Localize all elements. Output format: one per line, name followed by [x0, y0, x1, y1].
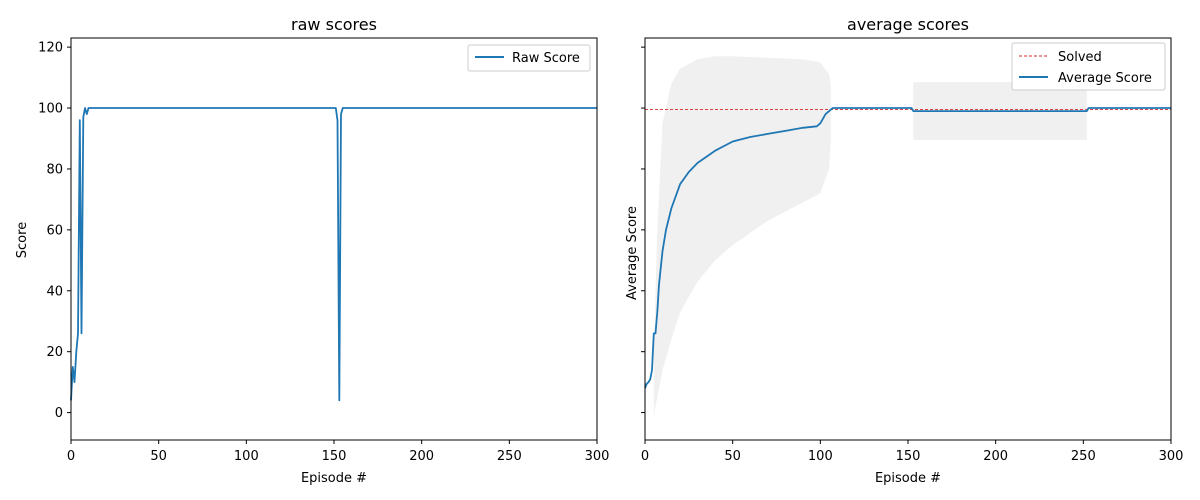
average-scores-xtick-label: 150: [896, 449, 921, 464]
raw-scores-ytick-label: 20: [46, 345, 63, 360]
raw-score-legend-label: Raw Score: [512, 51, 580, 66]
raw-scores-xlabel: Episode #: [301, 471, 367, 486]
average-scores-xtick-label: 100: [808, 449, 833, 464]
average-scores-plot-area: 0 50 100 150 200 250 300: [641, 37, 1184, 464]
raw-scores-ylabel: Score: [15, 222, 30, 258]
average-scores-xtick-label: 300: [1159, 449, 1184, 464]
raw-scores-legend: Raw Score: [467, 44, 591, 72]
raw-scores-ytick-label: 120: [38, 41, 63, 56]
raw-scores-xtick-label: 200: [409, 449, 434, 464]
raw-scores-xtick-label: 50: [150, 449, 167, 464]
raw-scores-axes-frame: [70, 37, 598, 441]
raw-scores-plot-area: 0 50 100 150 200 250 300 0 20 40 60 80 100 120: [38, 37, 610, 464]
average-score-legend-label: Average Score: [1058, 71, 1152, 86]
raw-scores-xtick-label: 0: [67, 449, 75, 464]
average-scores-chart: average scores 0 50 100 150 200 250 300 Episod…: [625, 15, 1183, 486]
raw-scores-xtick-label: 150: [322, 449, 347, 464]
raw-scores-chart: raw scores 0 50 100 150 200 250 300 0 20 40 60 80 10…: [15, 15, 609, 486]
average-scores-ylabel: Average Score: [625, 206, 640, 300]
raw-scores-ytick-label: 80: [46, 162, 63, 177]
raw-scores-xtick-label: 300: [585, 449, 610, 464]
average-scores-xtick-label: 50: [724, 449, 741, 464]
average-scores-xtick-label: 200: [983, 449, 1008, 464]
raw-scores-ytick-label: 40: [46, 284, 63, 299]
raw-scores-ytick-label: 60: [46, 223, 63, 238]
raw-scores-ytick-label: 100: [38, 102, 63, 117]
std-band-early: [653, 56, 831, 416]
average-scores-legend-frame: [1011, 42, 1166, 91]
raw-scores-ytick-label: 0: [55, 406, 63, 421]
average-scores-xlabel: Episode #: [875, 471, 941, 486]
average-scores-legend: Solved Average Score: [1011, 42, 1166, 91]
average-scores-xtick-label: 0: [641, 449, 649, 464]
average-score-line: [644, 107, 1171, 389]
raw-score-line: [70, 107, 597, 402]
raw-scores-title: raw scores: [291, 15, 377, 34]
raw-scores-xtick-label: 100: [234, 449, 259, 464]
average-scores-xtick-label: 250: [1071, 449, 1096, 464]
raw-scores-legend-frame: [467, 44, 591, 72]
raw-scores-xtick-label: 250: [497, 449, 522, 464]
solved-legend-label: Solved: [1058, 50, 1102, 65]
average-scores-title: average scores: [847, 15, 969, 34]
